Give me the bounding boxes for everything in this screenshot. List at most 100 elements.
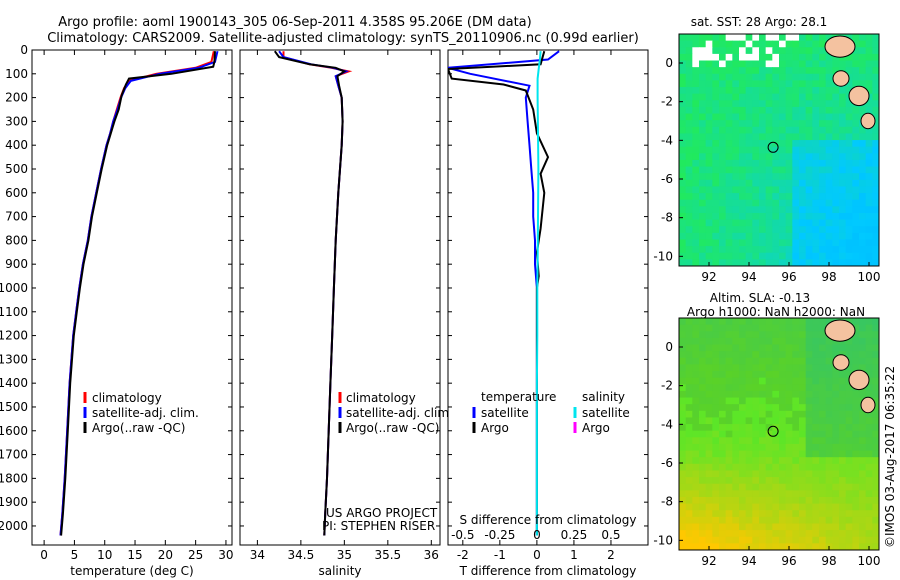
- map-cell: [799, 397, 807, 405]
- map-cell: [772, 120, 780, 128]
- map-cell: [805, 159, 813, 168]
- map-cell: [819, 73, 827, 81]
- map-cell: [752, 344, 760, 352]
- map-cell: [872, 331, 879, 339]
- map-cell: [705, 443, 713, 452]
- map-cell: [872, 404, 879, 412]
- map-cell: [825, 140, 833, 148]
- map-cell: [759, 318, 767, 326]
- map-cell: [812, 503, 820, 511]
- map-cell: [732, 477, 740, 485]
- map-cell: [792, 490, 800, 498]
- map-cell: [865, 252, 873, 260]
- map-cell: [779, 232, 787, 241]
- map-cell: [779, 530, 787, 538]
- map-cell: [832, 140, 840, 148]
- map-cell: [699, 318, 707, 326]
- map-cell: [819, 126, 827, 135]
- map-cell: [805, 87, 813, 95]
- map-cell: [779, 477, 787, 485]
- map-cell: [805, 344, 813, 352]
- map-cell: [852, 404, 860, 412]
- map-cell: [779, 324, 787, 332]
- map-cell: [692, 331, 700, 339]
- map-cell: [779, 404, 787, 412]
- y-tick-label: 1700: [0, 448, 28, 462]
- map-cell: [705, 166, 713, 174]
- map-cell: [839, 159, 847, 168]
- map-cell: [692, 496, 700, 505]
- x-tick-label: 35: [337, 548, 352, 562]
- map-cell: [779, 67, 787, 75]
- map-cell: [792, 173, 800, 181]
- map-cell: [772, 318, 780, 326]
- map-cell: [705, 496, 713, 505]
- map-cell: [812, 397, 820, 405]
- map-cell: [699, 159, 707, 168]
- map-cell: [685, 159, 693, 168]
- map-cell: [799, 483, 807, 491]
- map-cell: [839, 206, 847, 214]
- map-cell: [872, 457, 879, 465]
- map-cell: [752, 126, 760, 135]
- map-cell: [745, 337, 753, 346]
- map-cell: [819, 239, 827, 247]
- map-cell: [705, 371, 713, 379]
- map-cell: [759, 193, 767, 201]
- map-cell: [739, 463, 747, 472]
- map-cell: [785, 212, 793, 221]
- map-cell: [865, 536, 873, 544]
- map-cell: [752, 397, 760, 405]
- x-tick-label-top: -0.25: [484, 528, 515, 542]
- map-cell: [739, 536, 747, 544]
- map-cell: [805, 410, 813, 419]
- map-cell: [792, 450, 800, 458]
- map-cell: [832, 252, 840, 260]
- map-cell: [865, 470, 873, 478]
- map-cell: [859, 430, 867, 438]
- map-cell: [692, 483, 700, 491]
- map-cell: [772, 159, 780, 168]
- map-cell: [825, 126, 833, 135]
- map-cell: [685, 53, 693, 62]
- y-tick-label: 1100: [0, 305, 28, 319]
- map-cell: [679, 384, 687, 392]
- map-cell: [805, 318, 813, 326]
- map-cell: [799, 424, 807, 432]
- map-cell: [739, 40, 747, 48]
- map-cell: [725, 246, 733, 254]
- x-tick-label: 20: [158, 548, 173, 562]
- map-cell: [719, 410, 727, 419]
- map-cell: [845, 206, 853, 214]
- map-cell: [685, 483, 693, 491]
- map-cell: [705, 100, 713, 108]
- map-cell: [759, 384, 767, 392]
- map-cell: [765, 239, 773, 247]
- map-cell: [812, 126, 820, 135]
- map-cell: [759, 490, 767, 498]
- map-cell: [705, 219, 713, 227]
- map-cell: [825, 344, 833, 352]
- map-cell: [872, 133, 879, 141]
- map-cell: [832, 93, 840, 101]
- map-cell: [732, 140, 740, 148]
- map-cell: [732, 193, 740, 201]
- map-cell: [732, 530, 740, 538]
- map-cell: [819, 357, 827, 365]
- map-cell: [859, 318, 867, 326]
- map-cell: [725, 357, 733, 365]
- x-tick-label: 34.5: [288, 548, 315, 562]
- x-tick-label: 34: [250, 548, 265, 562]
- map-cell: [839, 87, 847, 95]
- map-cell: [772, 430, 780, 438]
- map-cell: [779, 483, 787, 491]
- map-cell: [785, 404, 793, 412]
- map-cell: [805, 490, 813, 498]
- map-cell: [732, 496, 740, 505]
- map-cell: [839, 193, 847, 201]
- map-cell: [719, 193, 727, 201]
- x-tick-label: 98: [821, 270, 836, 284]
- map-cell: [859, 543, 867, 550]
- map-cell: [859, 60, 867, 68]
- map-cell: [772, 73, 780, 81]
